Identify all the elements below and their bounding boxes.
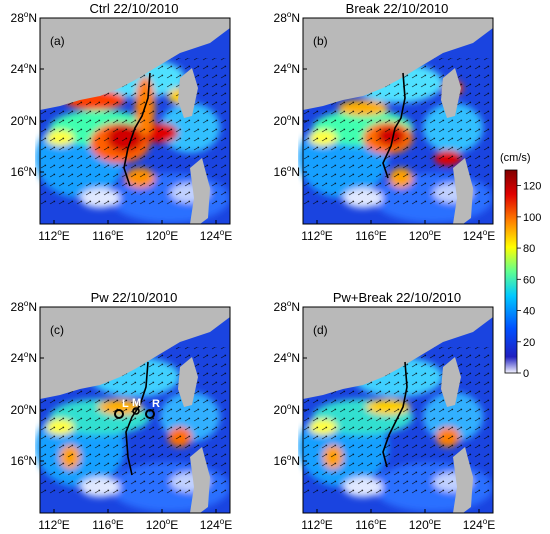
station-r-label: R [152, 398, 160, 410]
axes: 28oN 24oN 20oN 16oN 112oE 116oE 120oE 124oE 28oN… [11, 10, 496, 532]
colorbar-tick-label: 60 [523, 274, 535, 286]
land-mainland [40, 18, 230, 110]
lon-tick-label: 120oE [409, 228, 442, 243]
colorbar-tick-label: 0 [523, 368, 529, 380]
lon-tick-label: 120oE [146, 228, 179, 243]
colorbar-unit: (cm/s) [500, 152, 531, 164]
land-mainland [303, 18, 493, 110]
lon-tick-label: 124oE [463, 517, 496, 532]
land-taiwan [178, 68, 198, 118]
colorbar-tick-label: 20 [523, 337, 535, 349]
lat-tick-label: 24oN [274, 350, 300, 365]
land-taiwan [441, 357, 461, 407]
lon-tick-label: 112oE [301, 517, 333, 532]
lat-tick-label: 20oN [274, 113, 300, 128]
panel-label: (a) [50, 34, 65, 48]
track-line [383, 73, 405, 178]
panel-label: (d) [313, 323, 328, 337]
lon-tick-label: 112oE [301, 228, 333, 243]
track-line [126, 362, 148, 475]
lon-tick-label: 120oE [146, 517, 179, 532]
lat-tick-label: 24oN [274, 61, 300, 76]
lon-tick-label: 116oE [92, 517, 124, 532]
lon-tick-label: 120oE [409, 517, 442, 532]
station-m-label: M [132, 397, 141, 409]
station-l-label: L [122, 398, 129, 410]
lat-tick-label: 28oN [11, 299, 37, 314]
lon-tick-label: 124oE [200, 517, 233, 532]
lat-tick-label: 16oN [11, 453, 37, 468]
lat-tick-label: 20oN [11, 402, 37, 417]
colorbar-tick-label: 80 [523, 243, 535, 255]
track-line [124, 73, 150, 186]
lon-tick-label: 116oE [92, 228, 124, 243]
lon-tick-label: 116oE [355, 228, 387, 243]
lon-tick-label: 112oE [38, 517, 70, 532]
panel-pw: Pw 22/10/2010 [35, 290, 231, 514]
panel-pw-break: Pw+Break 22/10/2010 (d) [298, 290, 494, 514]
panel-title: Ctrl 22/10/2010 [90, 1, 179, 16]
station-r-marker [146, 410, 154, 418]
panel-title: Pw 22/10/2010 [91, 290, 178, 305]
land-luzon [453, 158, 473, 224]
panel-ctrl: Ctrl 22/10/2010 [35, 1, 231, 225]
lat-tick-label: 28oN [274, 299, 300, 314]
land-taiwan [178, 357, 198, 407]
station-l-marker [115, 410, 123, 418]
land-mainland [303, 307, 493, 399]
lon-tick-label: 116oE [355, 517, 387, 532]
lat-tick-label: 16oN [11, 164, 37, 179]
land-taiwan [441, 68, 461, 118]
land-mainland [40, 307, 230, 399]
panel-break: Break 22/10/2010 [298, 1, 494, 225]
lat-tick-label: 24oN [11, 350, 37, 365]
lon-tick-label: 112oE [38, 228, 70, 243]
lon-tick-label: 124oE [463, 228, 496, 243]
colorbar: (cm/s) 120 100 80 60 40 20 0 [500, 152, 541, 380]
lat-tick-label: 16oN [274, 164, 300, 179]
colorbar-tick-label: 40 [523, 306, 535, 318]
land-luzon [453, 447, 473, 513]
lat-tick-label: 28oN [274, 10, 300, 25]
lat-tick-label: 28oN [11, 10, 37, 25]
land-luzon [190, 158, 210, 224]
colorbar-tick-label: 100 [523, 212, 541, 224]
lon-tick-label: 124oE [200, 228, 233, 243]
station-m-marker [133, 408, 139, 414]
colorbar-gradient [504, 169, 518, 374]
track-line [383, 362, 407, 467]
panel-title: Pw+Break 22/10/2010 [333, 290, 461, 305]
land-luzon [190, 447, 210, 513]
panel-title: Break 22/10/2010 [346, 1, 449, 16]
panel-label: (c) [50, 323, 64, 337]
colorbar-tick-label: 120 [523, 181, 541, 193]
lat-tick-label: 20oN [11, 113, 37, 128]
panel-label: (b) [313, 34, 328, 48]
lat-tick-label: 24oN [11, 61, 37, 76]
lat-tick-label: 20oN [274, 402, 300, 417]
lat-tick-label: 16oN [274, 453, 300, 468]
